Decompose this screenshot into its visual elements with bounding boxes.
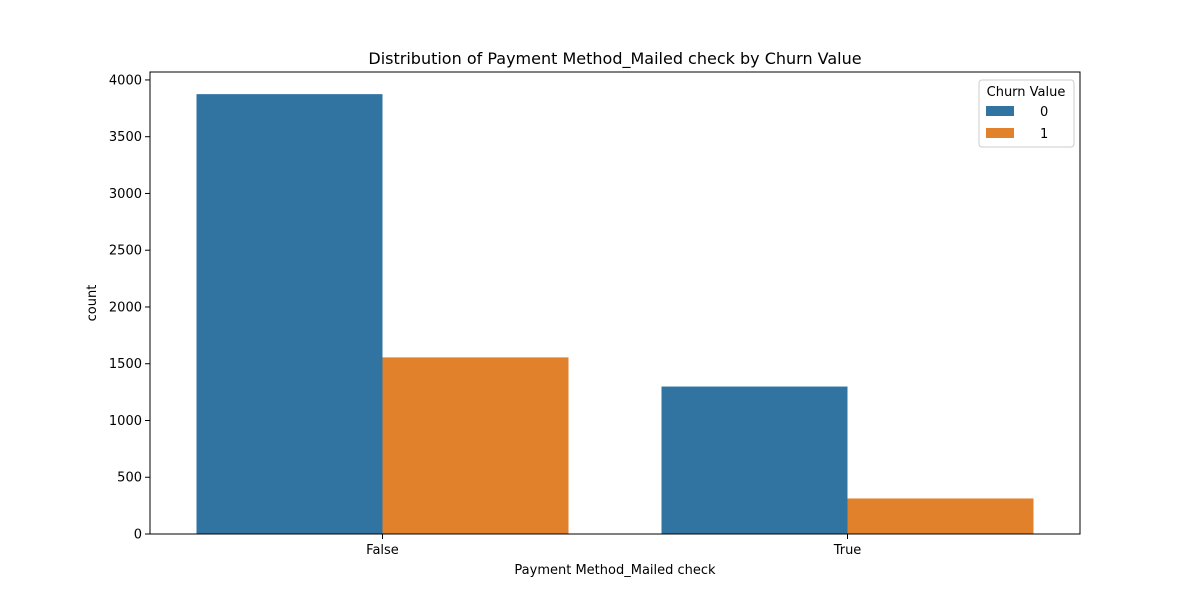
x-axis-label: Payment Method_Mailed check	[514, 563, 716, 578]
legend-label-1: 1	[1040, 127, 1048, 142]
y-tick-label: 1500	[109, 357, 142, 372]
x-tick-label: True	[833, 543, 862, 558]
y-tick-label: 2500	[109, 244, 142, 259]
bar-false-series-1	[382, 357, 569, 534]
legend-label-0: 0	[1040, 105, 1048, 120]
y-tick-label: 2000	[109, 300, 142, 315]
bars-group	[196, 94, 1034, 534]
x-axis: False True	[366, 534, 861, 558]
legend: Churn Value 0 1	[978, 79, 1075, 148]
legend-swatch-0	[986, 106, 1014, 116]
y-tick-label: 500	[117, 471, 142, 486]
y-tick-label: 3000	[109, 187, 142, 202]
y-tick-label: 3500	[109, 130, 142, 145]
y-tick-label: 0	[134, 528, 142, 543]
legend-swatch-1	[986, 128, 1014, 138]
y-axis-label: count	[85, 285, 100, 322]
bar-true-series-1	[847, 498, 1034, 534]
bar-true-series-0	[661, 386, 848, 534]
bar-false-series-0	[196, 94, 383, 534]
x-tick-label: False	[366, 543, 399, 558]
chart-title: Distribution of Payment Method_Mailed ch…	[368, 49, 861, 69]
legend-title: Churn Value	[987, 85, 1066, 100]
plot-frame	[149, 71, 1081, 535]
y-axis: 0 500 1000 1500 2000 2500 3000 3500 4000	[109, 73, 150, 543]
y-tick-label: 1000	[109, 414, 142, 429]
y-tick-label: 4000	[109, 73, 142, 88]
